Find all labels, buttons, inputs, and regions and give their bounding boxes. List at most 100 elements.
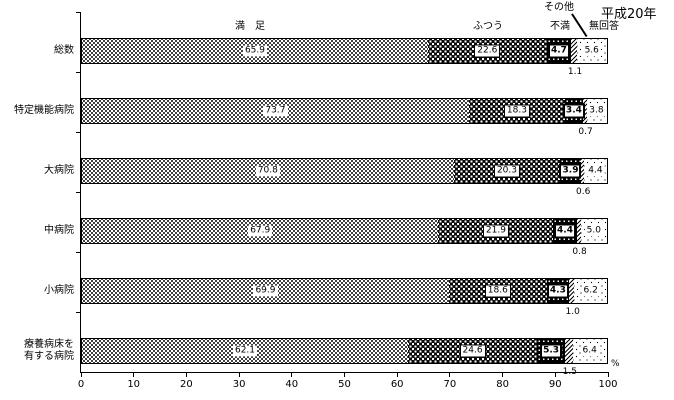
- segment-value-label: 69.9: [253, 285, 278, 297]
- segment-value-label: 21.9: [482, 224, 509, 238]
- x-axis-tick-label: 60: [390, 379, 404, 390]
- bar-segment-fuman: 4.3: [546, 279, 570, 303]
- segment-value-label: 5.3: [540, 343, 563, 359]
- legend-label-noanswer: 無回答: [589, 21, 619, 32]
- bar-segment-mukaitou: 5.0: [580, 219, 607, 243]
- x-axis-tick: [185, 373, 187, 377]
- x-axis-tick: [291, 373, 293, 377]
- segment-value-label: 4.7: [547, 43, 570, 59]
- bar-segment-manzoku: 73.7: [82, 99, 469, 123]
- x-axis-tick: [133, 373, 135, 377]
- segment-value-label: 65.9: [242, 45, 268, 57]
- bar-segment-sonota: [564, 339, 573, 363]
- y-axis-tick: [76, 252, 80, 253]
- bar-segment-manzoku: 62.1: [82, 339, 409, 363]
- segment-value-label: 73.7: [263, 105, 288, 117]
- bar-segment-mukaitou: 6.2: [574, 279, 607, 303]
- x-axis-tick-label: 70: [443, 379, 457, 390]
- x-axis-tick: [449, 373, 451, 377]
- x-axis-tick-label: 20: [180, 379, 193, 390]
- category-label: 中病院: [44, 225, 74, 236]
- segment-value-label: 62.1: [232, 345, 258, 357]
- bar-segment-sonota: [569, 279, 575, 303]
- bar-segment-sonota: [576, 219, 581, 243]
- legend-label-satisfied: 満 足: [235, 21, 265, 32]
- y-axis-tick: [76, 72, 80, 73]
- bar-segment-sonota: [571, 39, 578, 63]
- x-axis-tick: [554, 373, 556, 377]
- x-axis-tick: [238, 373, 240, 377]
- bar-segment-fuman: 5.3: [537, 339, 565, 363]
- bar-segment-fuman: 3.9: [559, 159, 582, 183]
- x-axis-tick-label: 10: [127, 379, 141, 390]
- other-value-label: 1.0: [565, 307, 580, 317]
- chart-row: 特定機能病院 0.7 73.7 18.3 3.4 3.8: [0, 72, 674, 137]
- other-value-label: 0.6: [576, 187, 591, 197]
- y-axis-tick: [76, 12, 80, 13]
- bar-segment-manzoku: 70.8: [82, 159, 454, 183]
- bar-segment-manzoku: 65.9: [82, 39, 428, 63]
- bar-segment-fuman: 4.7: [546, 39, 572, 63]
- category-label: 小病院: [44, 285, 74, 296]
- bar-segment-futsuu: 22.6: [427, 39, 547, 63]
- x-axis-tick-label: 50: [338, 379, 351, 390]
- x-axis-tick: [80, 373, 82, 377]
- segment-value-label: 18.3: [503, 104, 530, 118]
- other-value-label: 0.7: [578, 127, 593, 137]
- x-axis-tick-label: 90: [548, 379, 562, 390]
- category-label: 療養病床を 有する病院: [24, 339, 74, 362]
- bar-segment-mukaitou: 6.4: [572, 339, 607, 363]
- chart-row: 療養病床を 有する病院 1.5 62.1 24.6 5.3 6.4: [0, 312, 674, 377]
- other-value-label: 0.8: [572, 247, 587, 257]
- stacked-bar: 70.8 20.3 3.9 4.4: [81, 158, 608, 184]
- bar-segment-futsuu: 18.3: [468, 99, 565, 123]
- segment-value-label: 3.4: [562, 103, 585, 119]
- category-label: 特定機能病院: [14, 105, 74, 116]
- bar-segment-futsuu: 20.3: [453, 159, 561, 183]
- stacked-bar: 69.9 18.6 4.3 6.2: [81, 278, 608, 304]
- other-value-label: 1.5: [562, 367, 577, 377]
- y-axis-tick: [76, 192, 80, 193]
- segment-value-label: 4.4: [586, 165, 605, 177]
- segment-value-label: 4.3: [546, 283, 569, 299]
- legend-label-dissatisfied: 不満: [550, 21, 570, 32]
- segment-value-label: 67.9: [248, 225, 273, 237]
- x-axis-tick-label: 80: [496, 379, 509, 390]
- x-axis-tick-label: 0: [77, 379, 85, 390]
- x-axis-tick-label: 40: [285, 379, 299, 390]
- chart-row: 中病院 0.8 67.9 21.9 4.4 5.0: [0, 192, 674, 257]
- bar-segment-sonota: [580, 159, 584, 183]
- segment-value-label: 3.9: [559, 163, 582, 179]
- x-axis: [80, 372, 609, 373]
- axis-unit-label: %: [611, 359, 620, 369]
- segment-value-label: 3.8: [587, 105, 606, 117]
- chart-row: 小病院 1.0 69.9 18.6 4.3 6.2: [0, 252, 674, 317]
- y-axis-tick: [76, 132, 80, 133]
- segment-value-label: 70.8: [255, 165, 280, 177]
- x-axis-tick-label: 100: [598, 379, 618, 390]
- segment-value-label: 18.6: [484, 284, 511, 298]
- y-axis-tick: [76, 312, 80, 313]
- bar-segment-manzoku: 69.9: [82, 279, 449, 303]
- chart-row: 総数 1.1 65.9 22.6 4.7 5.6: [0, 12, 674, 77]
- bar-segment-futsuu: 21.9: [438, 219, 554, 243]
- bar-segment-futsuu: 24.6: [408, 339, 538, 363]
- x-axis-tick: [502, 373, 504, 377]
- stacked-bar: 67.9 21.9 4.4 5.0: [81, 218, 608, 244]
- legend-label-other: その他: [544, 2, 574, 13]
- stacked-bar: 73.7 18.3 3.4 3.8: [81, 98, 608, 124]
- other-value-label: 1.1: [567, 67, 583, 77]
- bar-segment-fuman: 4.4: [553, 219, 577, 243]
- era-year-label: 平成20年: [601, 7, 657, 22]
- x-axis-tick-label: 30: [232, 379, 246, 390]
- category-label: 総数: [54, 45, 74, 56]
- category-label: 大病院: [44, 165, 74, 176]
- segment-value-label: 5.0: [584, 225, 604, 237]
- bar-segment-fuman: 3.4: [562, 99, 585, 123]
- bar-segment-futsuu: 18.6: [448, 279, 547, 303]
- x-axis-tick: [344, 373, 345, 377]
- segment-value-label: 20.3: [493, 164, 520, 178]
- segment-value-label: 6.2: [581, 285, 600, 297]
- bar-segment-mukaitou: 5.6: [577, 39, 607, 63]
